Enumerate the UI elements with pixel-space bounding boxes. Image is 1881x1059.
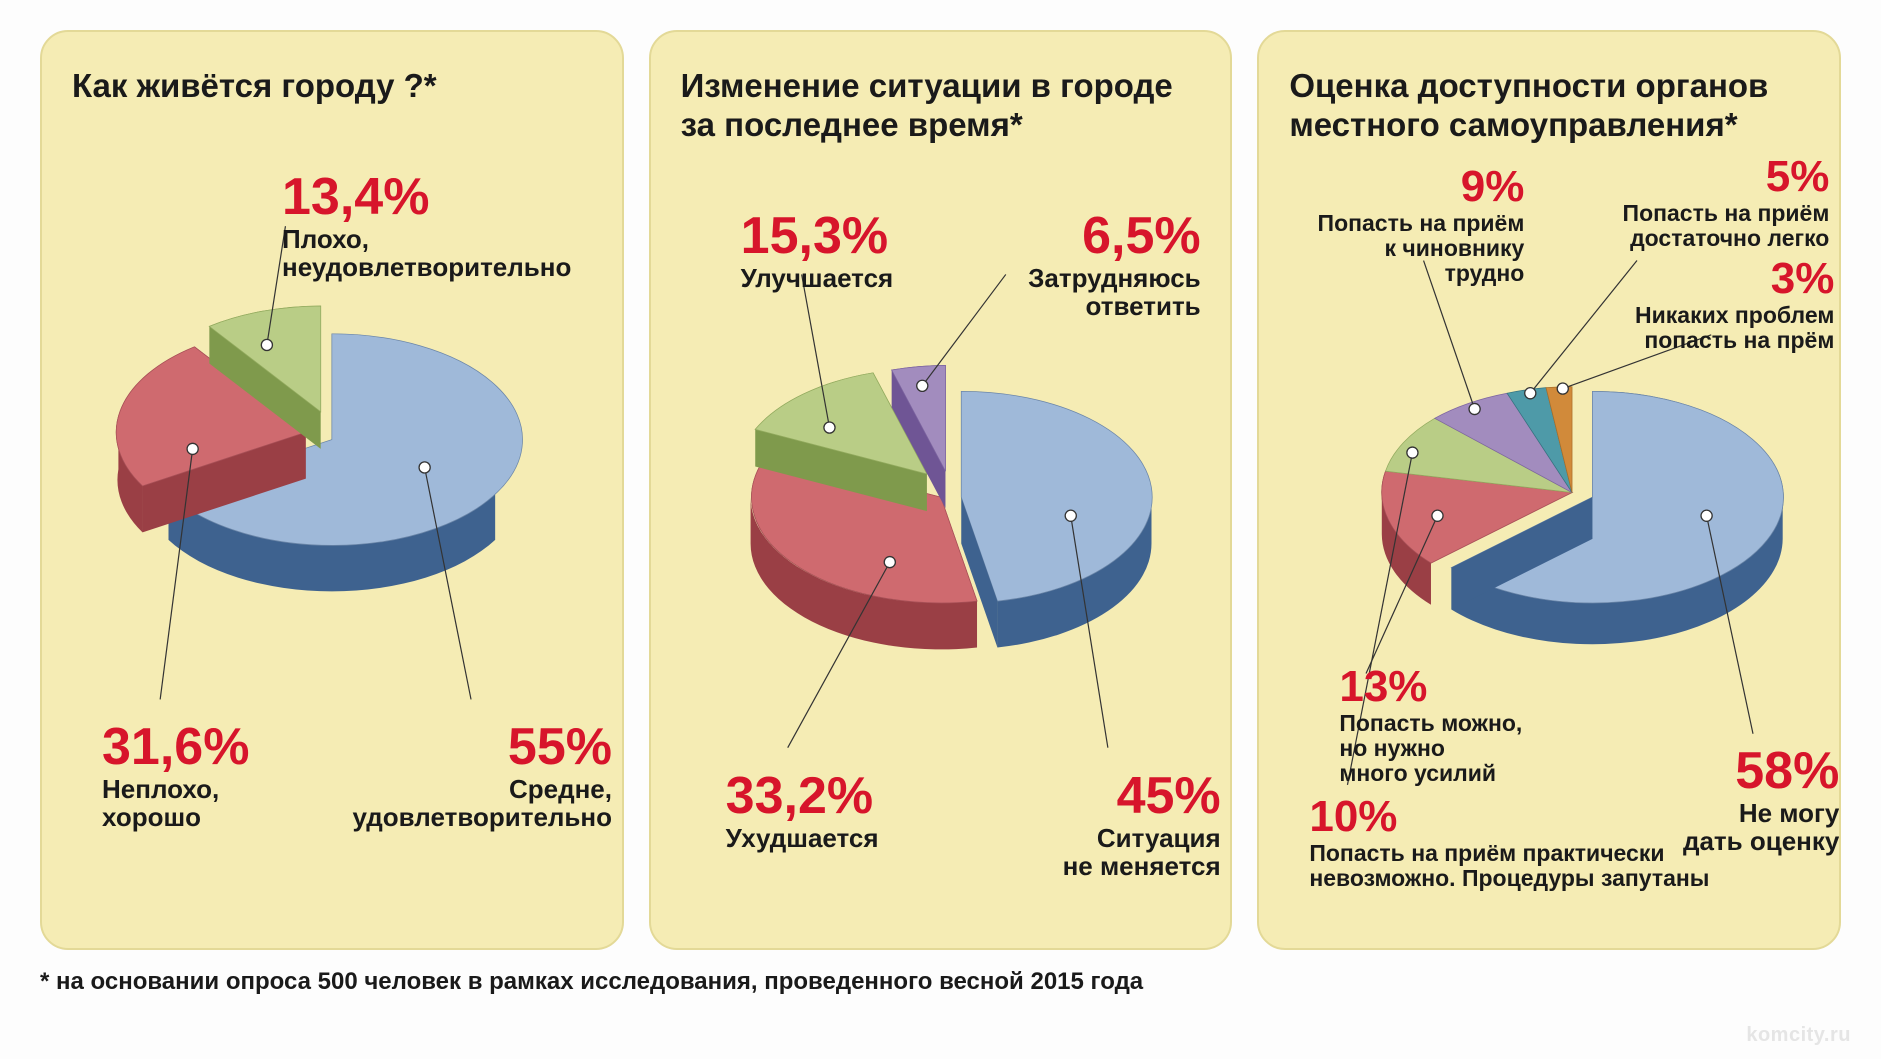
chart-1-area: 13,4% Плохо,неудовлетворительно 55% Сред… <box>72 116 592 856</box>
label-3-blue: 58% Не могудать оценку <box>1669 745 1839 855</box>
desc-3-red: Попасть можно,но нужномного усилий <box>1339 711 1522 785</box>
label-3-red: 13% Попасть можно,но нужномного усилий <box>1339 665 1522 785</box>
pct-3-orange: 3% <box>1619 257 1834 301</box>
label-2-purple: 6,5% Затрудняюсьответить <box>981 210 1201 320</box>
label-1-red: 31,6% Неплохо,хорошо <box>102 721 249 831</box>
pie-1-group <box>116 226 522 699</box>
desc-2-blue: Ситуацияне меняется <box>1031 824 1221 880</box>
label-3-orange: 3% Никаких проблемпопасть на прём <box>1619 257 1834 353</box>
panel-3: Оценка доступности органовместного самоу… <box>1257 30 1841 950</box>
label-2-red: 33,2% Ухудшается <box>726 770 879 852</box>
desc-3-blue: Не могудать оценку <box>1669 799 1839 855</box>
pct-1-blue: 55% <box>352 721 612 773</box>
pct-2-blue: 45% <box>1031 770 1221 822</box>
panel-1: Как живётся городу ?* <box>40 30 624 950</box>
panel-2-title: Изменение ситуации в городеза последнее … <box>681 67 1201 145</box>
panels-row: Как живётся городу ?* <box>40 30 1841 950</box>
pct-3-blue: 58% <box>1669 745 1839 797</box>
label-2-green: 15,3% Улучшается <box>741 210 894 292</box>
pct-2-purple: 6,5% <box>981 210 1201 262</box>
label-3-teal: 5% Попасть на приёмдостаточно легко <box>1569 155 1829 251</box>
desc-1-blue: Средне,удовлетворительно <box>352 775 612 831</box>
pct-3-teal: 5% <box>1569 155 1829 199</box>
desc-2-purple: Затрудняюсьответить <box>981 264 1201 320</box>
pct-3-green: 10% <box>1309 795 1709 839</box>
label-3-purple: 9% Попасть на приёмк чиновнику трудно <box>1309 165 1524 285</box>
panel-3-title: Оценка доступности органовместного самоу… <box>1289 67 1809 145</box>
label-2-blue: 45% Ситуацияне меняется <box>1031 770 1221 880</box>
desc-3-purple: Попасть на приёмк чиновнику трудно <box>1309 211 1524 285</box>
footnote: * на основании опроса 500 человек в рамк… <box>40 968 1841 996</box>
pct-1-green: 13,4% <box>282 171 571 223</box>
desc-2-green: Улучшается <box>741 264 894 292</box>
panel-1-title: Как живётся городу ?* <box>72 67 592 106</box>
pct-3-red: 13% <box>1339 665 1522 709</box>
watermark: komcity.ru <box>1746 1024 1851 1047</box>
pct-2-red: 33,2% <box>726 770 879 822</box>
desc-3-green: Попасть на приём практическиневозможно. … <box>1309 841 1709 891</box>
pct-2-green: 15,3% <box>741 210 894 262</box>
pct-1-red: 31,6% <box>102 721 249 773</box>
desc-3-orange: Никаких проблемпопасть на прём <box>1619 303 1834 353</box>
pct-3-purple: 9% <box>1309 165 1524 209</box>
desc-1-red: Неплохо,хорошо <box>102 775 249 831</box>
panel-2: Изменение ситуации в городеза последнее … <box>649 30 1233 950</box>
label-3-green: 10% Попасть на приём практическиневозмож… <box>1309 795 1709 891</box>
desc-1-green: Плохо,неудовлетворительно <box>282 225 571 281</box>
desc-3-teal: Попасть на приёмдостаточно легко <box>1569 201 1829 251</box>
desc-2-red: Ухудшается <box>726 824 879 852</box>
slice-blue <box>961 391 1152 647</box>
chart-2-area: 15,3% Улучшается 6,5% Затрудняюсьответит… <box>681 155 1201 895</box>
label-1-green: 13,4% Плохо,неудовлетворительно <box>282 171 571 281</box>
chart-3-area: 9% Попасть на приёмк чиновнику трудно 5%… <box>1289 155 1809 895</box>
label-1-blue: 55% Средне,удовлетворительно <box>352 721 612 831</box>
